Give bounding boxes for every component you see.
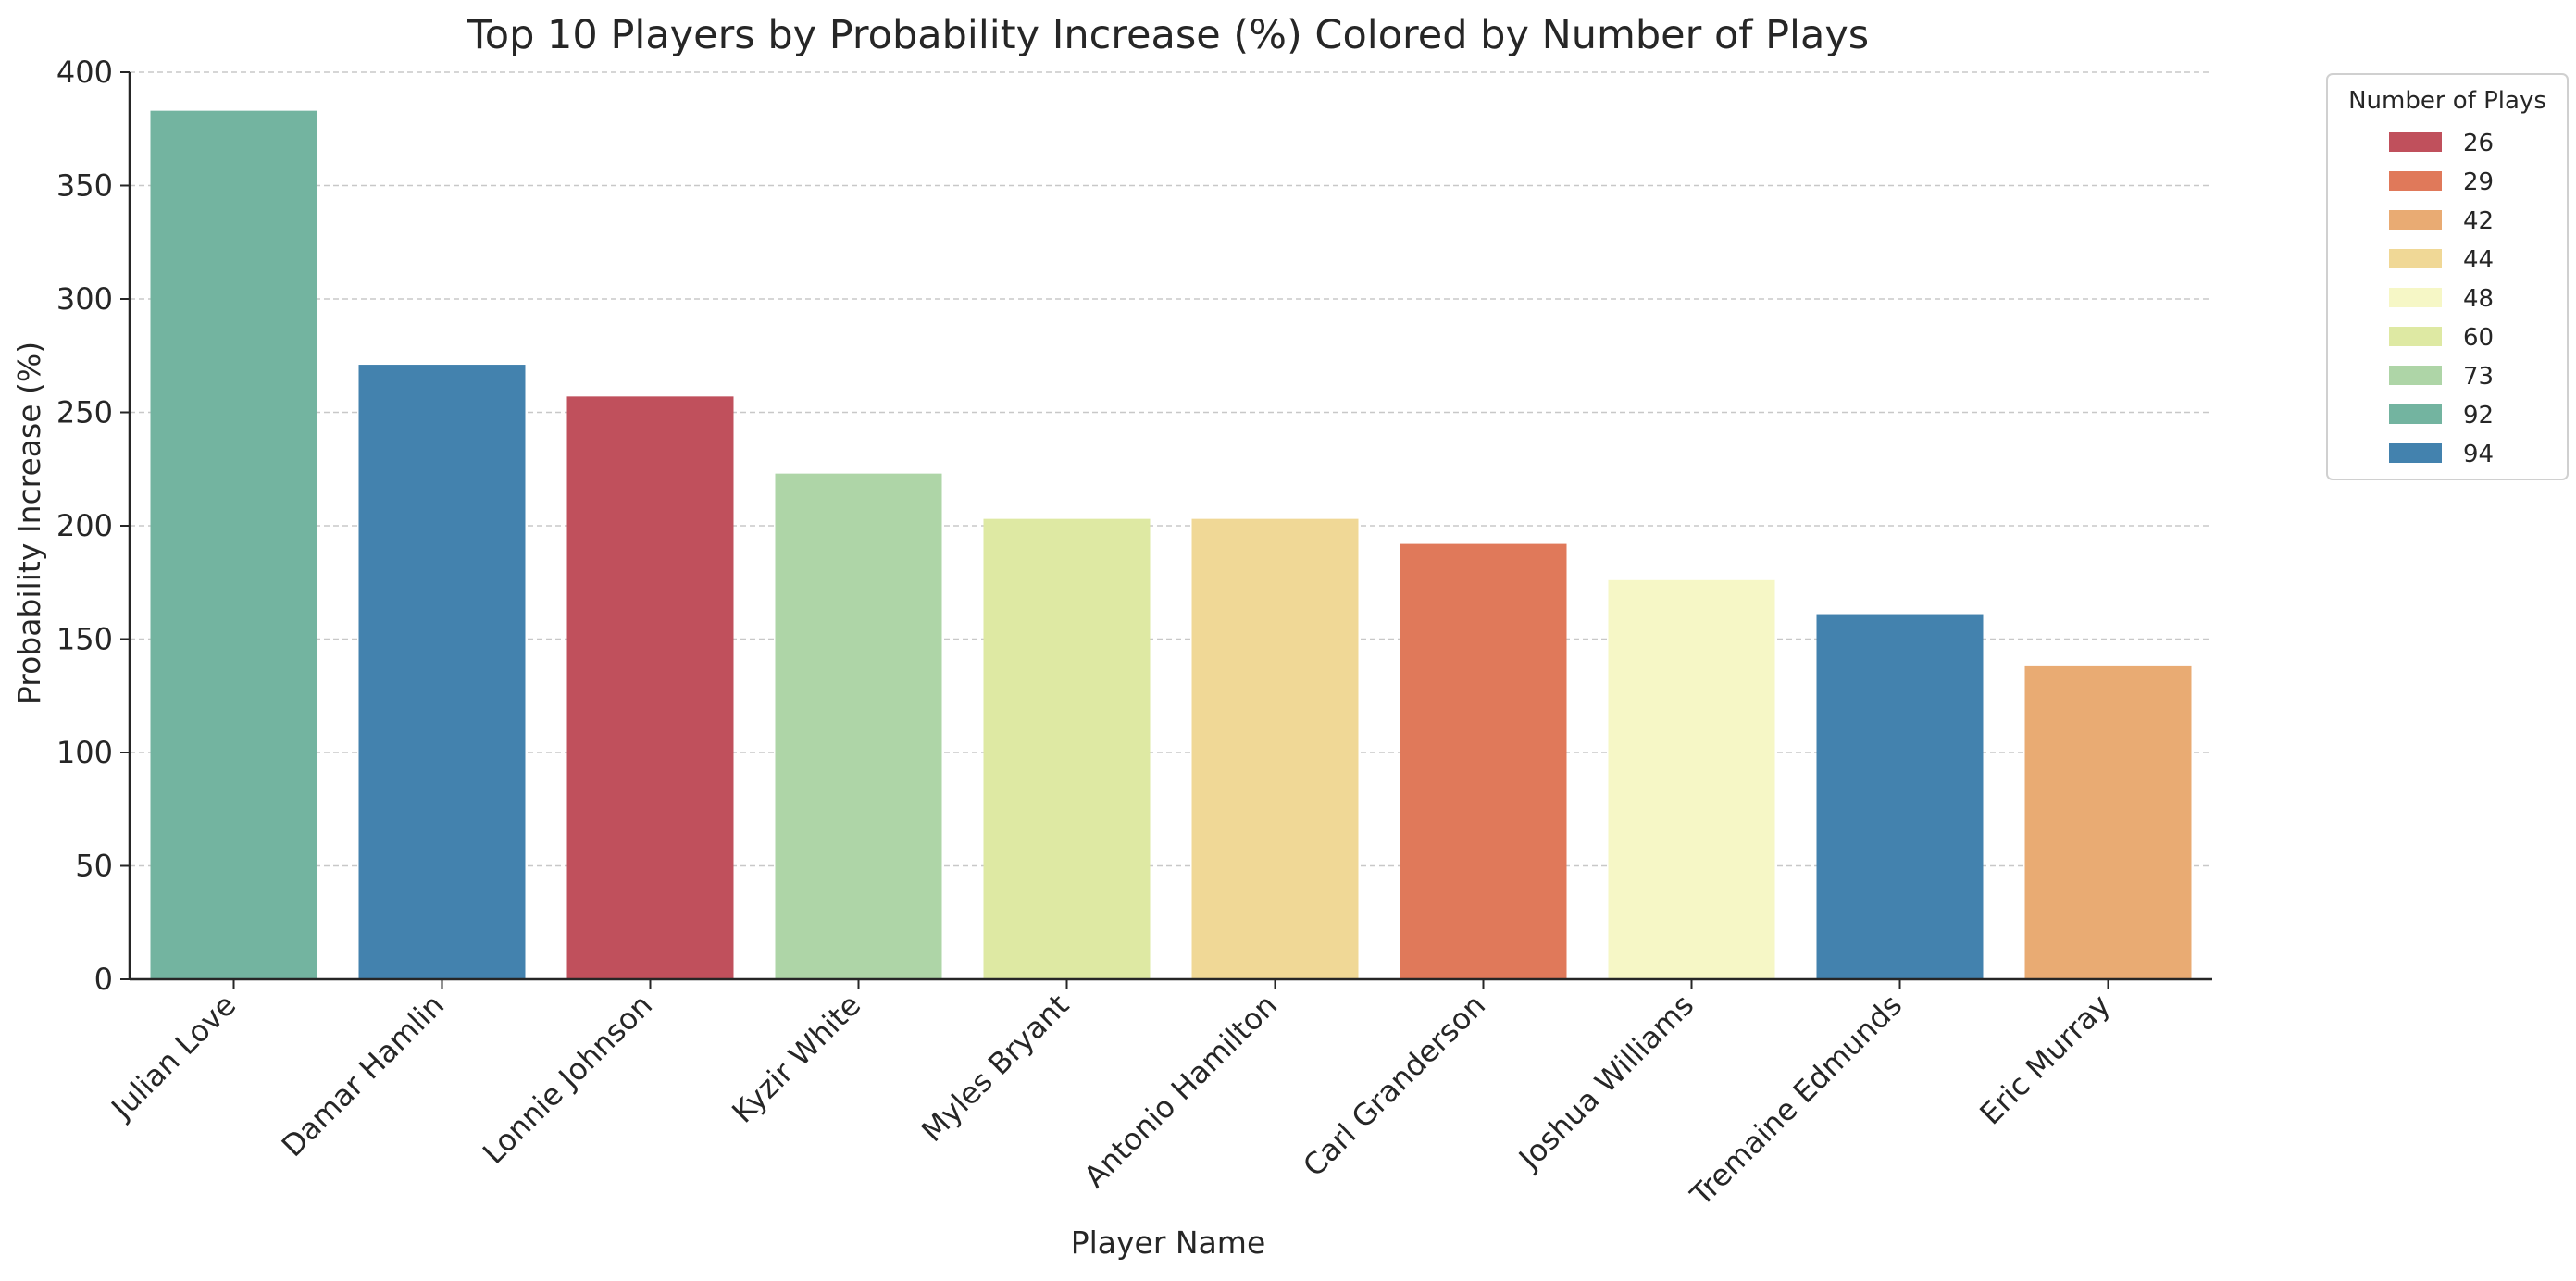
legend-swatch [2389, 327, 2442, 346]
x-tick-label: Joshua Williams [1511, 988, 1700, 1177]
legend-label: 42 [2463, 207, 2494, 235]
legend: Number of Plays 26 29 42 44 48 60 73 92 94 [2326, 73, 2569, 480]
bar [983, 518, 1151, 979]
x-tick-label: Kyzir White [725, 988, 867, 1130]
y-tick-label: 200 [56, 508, 113, 543]
y-axis-label: Probability Increase (%) [11, 342, 47, 704]
y-tick-label: 250 [56, 395, 113, 430]
bar [150, 110, 317, 979]
x-axis-label: Player Name [1071, 1225, 1266, 1261]
legend-label: 48 [2463, 285, 2494, 313]
legend-swatch [2389, 132, 2442, 152]
bars [150, 110, 2192, 980]
legend-label: 44 [2463, 246, 2494, 274]
legend-swatch [2389, 288, 2442, 307]
x-tick-labels: Julian Love Damar Hamlin Lonnie Johnson Kyz… [104, 988, 2118, 1213]
bar [2024, 665, 2192, 979]
legend-title: Number of Plays [2348, 87, 2546, 115]
x-tick-label: Tremaine Edmunds [1683, 988, 1909, 1213]
y-tick-labels: 0 50 100 150 200 250 300 350 400 [56, 55, 113, 997]
x-tick-label: Myles Bryant [915, 988, 1076, 1149]
legend-box [2326, 73, 2569, 480]
legend-swatch [2389, 249, 2442, 268]
bar [1400, 543, 1567, 979]
y-tick-label: 400 [56, 55, 113, 90]
y-tick-label: 350 [56, 168, 113, 204]
legend-label: 60 [2463, 324, 2494, 352]
legend-swatch [2389, 366, 2442, 385]
bar [1816, 614, 1984, 979]
bar [358, 365, 526, 979]
x-tick-label: Damar Hamlin [275, 988, 451, 1163]
legend-label: 29 [2463, 168, 2494, 196]
bar [1191, 518, 1359, 979]
bar [775, 473, 942, 979]
y-tick-label: 100 [56, 735, 113, 770]
bar [1608, 579, 1775, 979]
x-tick-label: Julian Love [104, 988, 243, 1127]
legend-label: 26 [2463, 130, 2494, 157]
axes [120, 71, 2212, 989]
bar [566, 396, 734, 980]
legend-swatch [2389, 404, 2442, 424]
legend-label: 92 [2463, 402, 2494, 429]
x-tick-label: Antonio Hamilton [1077, 988, 1285, 1195]
y-tick-label: 0 [94, 962, 113, 997]
y-tick-label: 300 [56, 281, 113, 317]
x-tick-label: Eric Murray [1972, 988, 2117, 1132]
legend-label: 73 [2463, 363, 2494, 391]
legend-swatch [2389, 210, 2442, 230]
legend-label: 94 [2463, 441, 2494, 468]
x-tick-label: Carl Granderson [1296, 988, 1492, 1184]
y-tick-label: 150 [56, 622, 113, 657]
legend-swatch [2389, 171, 2442, 191]
x-tick-label: Lonnie Johnson [476, 988, 659, 1171]
y-tick-label: 50 [75, 849, 113, 884]
legend-swatch [2389, 443, 2442, 463]
chart-title: Top 10 Players by Probability Increase (… [467, 12, 1869, 58]
